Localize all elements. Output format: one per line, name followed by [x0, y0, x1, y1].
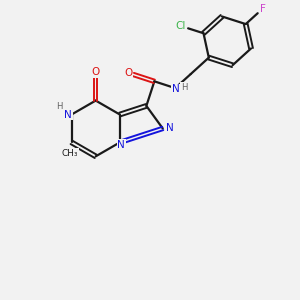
Text: N: N [172, 85, 180, 94]
Text: CH₃: CH₃ [62, 149, 78, 158]
Text: H: H [181, 83, 187, 92]
Text: N: N [166, 124, 174, 134]
Text: Cl: Cl [175, 21, 185, 31]
Text: O: O [124, 68, 133, 78]
Text: N: N [64, 110, 72, 119]
Text: F: F [260, 4, 266, 14]
Text: N: N [117, 140, 125, 150]
Text: H: H [56, 102, 62, 111]
Text: O: O [91, 67, 99, 77]
